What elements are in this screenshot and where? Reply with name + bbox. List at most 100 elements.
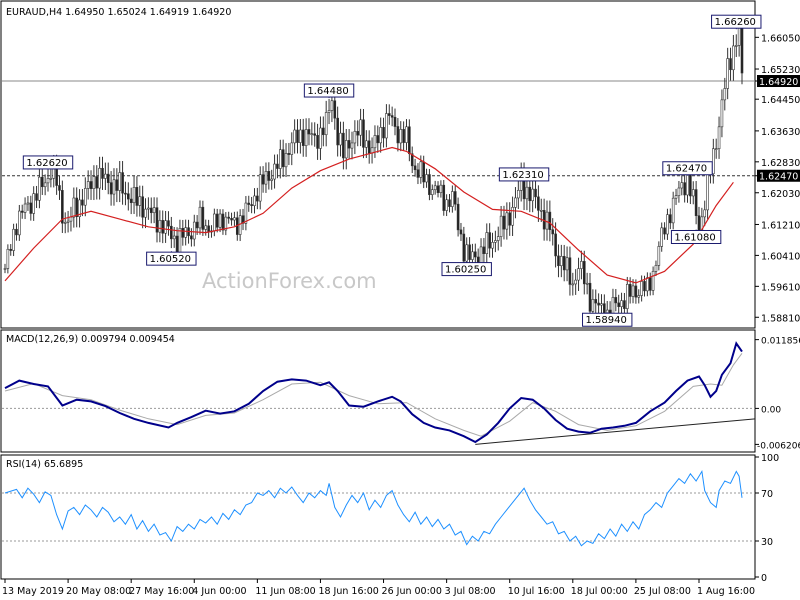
candle-body xyxy=(301,129,305,146)
candle-body xyxy=(342,132,345,159)
candle-body xyxy=(356,131,360,136)
candle-body xyxy=(359,119,362,136)
candle-body xyxy=(508,212,512,226)
candle-body xyxy=(663,227,666,235)
candle-body xyxy=(121,172,124,194)
candle-body xyxy=(531,188,534,202)
macd-line xyxy=(4,341,743,444)
candle-body xyxy=(324,112,328,136)
candle-body xyxy=(568,257,572,285)
candle-body xyxy=(307,129,311,135)
price-axis-label: 1.62030 xyxy=(761,189,800,200)
candle-body xyxy=(379,127,382,144)
price-annotation-label: 1.66260 xyxy=(715,17,756,28)
candle-body xyxy=(686,173,689,196)
candle-body xyxy=(582,261,586,285)
candle-body xyxy=(339,132,342,146)
candle-body xyxy=(250,204,253,206)
candle-body xyxy=(98,167,101,189)
candle-body xyxy=(537,196,540,211)
candle-body xyxy=(367,140,371,154)
candle-body xyxy=(562,256,566,271)
candle-body xyxy=(482,246,486,254)
rsi-axis-label: 70 xyxy=(761,489,773,500)
candle-body xyxy=(525,186,529,200)
candle-body xyxy=(425,174,428,183)
candle-body xyxy=(554,233,557,257)
candle-body xyxy=(657,246,661,266)
price-annotation-label: 1.58940 xyxy=(586,315,627,326)
candle-body xyxy=(514,197,517,208)
price-axis-label: 1.63630 xyxy=(761,127,800,138)
candle-body xyxy=(445,199,448,211)
price-axis-label: 1.61210 xyxy=(761,220,800,231)
candle-body xyxy=(38,176,41,201)
candle-body xyxy=(144,208,147,218)
price-annotation-box xyxy=(711,14,762,29)
candle-body xyxy=(83,188,87,206)
price-axis-label: 1.62470 xyxy=(759,172,798,183)
price-axis-label: 1.58810 xyxy=(761,313,800,324)
x-axis-label: 26 Jun 00:00 xyxy=(382,586,442,597)
candle-body xyxy=(574,279,577,285)
candle-body xyxy=(496,236,500,241)
candle-body xyxy=(336,117,339,146)
candle-body xyxy=(669,214,672,224)
candle-body xyxy=(344,140,348,159)
candle-body xyxy=(46,178,50,184)
candle-body xyxy=(149,207,153,214)
candle-body xyxy=(422,161,425,183)
candle-body xyxy=(714,148,718,150)
candle-body xyxy=(78,199,81,217)
candle-body xyxy=(281,149,285,168)
candle-body xyxy=(75,197,78,217)
candle-body xyxy=(674,195,678,199)
candle-body xyxy=(104,173,107,179)
candle-body xyxy=(677,187,681,196)
candle-body xyxy=(625,283,629,309)
candle-body xyxy=(23,203,27,213)
candle-body xyxy=(164,220,167,234)
price-axis-marker xyxy=(757,169,800,182)
candle-body xyxy=(560,256,563,267)
candle-body xyxy=(597,302,600,306)
candle-body xyxy=(215,213,219,228)
candle-body xyxy=(732,45,735,71)
candle-body xyxy=(170,225,173,240)
candle-body xyxy=(353,131,357,144)
candle-body xyxy=(385,113,388,139)
candle-body xyxy=(683,182,686,196)
candle-body xyxy=(387,113,391,116)
candle-body xyxy=(648,277,652,291)
price-annotation-box xyxy=(670,229,722,244)
candle-body xyxy=(190,235,193,240)
candle-body xyxy=(585,282,589,285)
candle-body xyxy=(703,209,707,218)
candle-body xyxy=(640,281,643,296)
x-axis-label: 20 May 08:00 xyxy=(66,586,131,597)
candle-body xyxy=(258,174,262,202)
candle-body xyxy=(591,299,595,312)
candle-body xyxy=(296,129,299,143)
candle-body xyxy=(551,229,555,235)
candle-body xyxy=(161,220,165,234)
candle-body xyxy=(442,184,446,211)
candle-body xyxy=(577,268,580,281)
candle-body xyxy=(35,193,38,201)
candle-body xyxy=(92,176,96,190)
candle-body xyxy=(631,285,635,297)
candle-body xyxy=(322,127,325,136)
candle-body xyxy=(238,215,242,235)
candle-body xyxy=(72,197,76,218)
candle-body xyxy=(284,153,288,168)
price-axis-label: 1.64450 xyxy=(761,95,800,106)
candle-body xyxy=(740,26,744,74)
candle-body xyxy=(666,214,669,235)
candle-body xyxy=(158,220,162,233)
candle-body xyxy=(147,207,150,210)
candle-body xyxy=(224,216,228,231)
candle-body xyxy=(706,173,709,211)
candle-body xyxy=(299,129,302,143)
